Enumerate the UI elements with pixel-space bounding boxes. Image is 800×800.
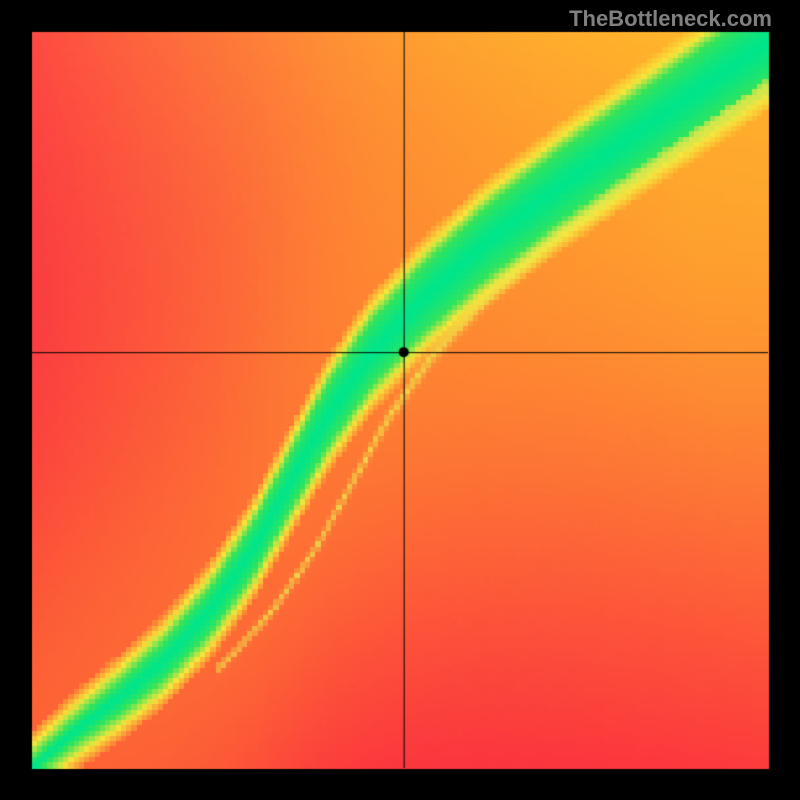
chart-container: TheBottleneck.com <box>0 0 800 800</box>
bottleneck-heatmap <box>0 0 800 800</box>
watermark-text: TheBottleneck.com <box>569 6 772 32</box>
